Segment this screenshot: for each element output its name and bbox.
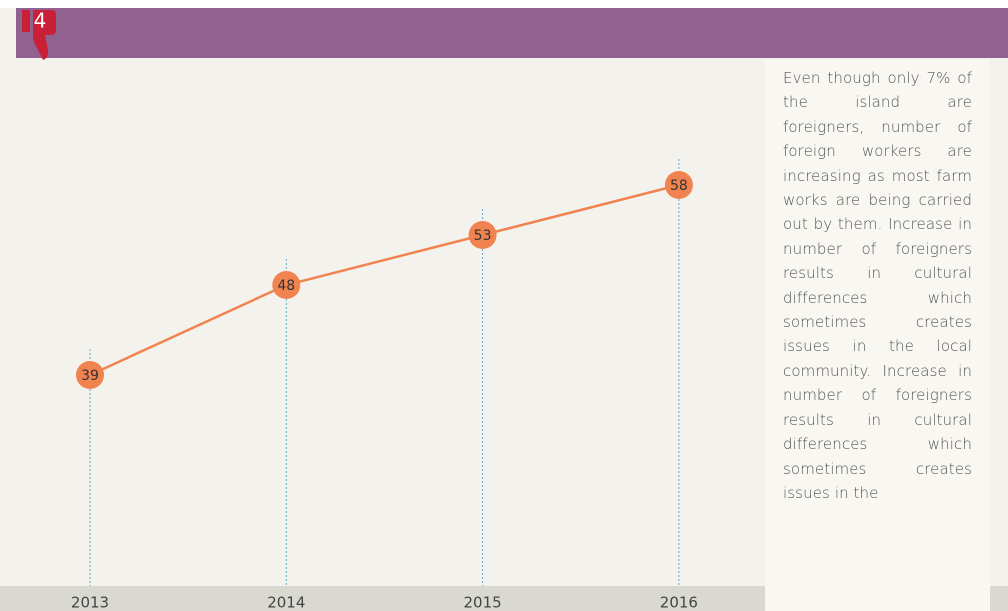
text-panel: Even though only 7% of the island are fo… <box>765 60 990 611</box>
data-line <box>89 183 680 377</box>
description: Even though only 7% of the island are fo… <box>783 69 972 502</box>
data-label: 58 <box>670 178 688 194</box>
data-point <box>272 271 301 299</box>
data-point <box>468 221 497 249</box>
data-point <box>76 361 104 389</box>
x-tick-label: 2015 <box>464 594 502 611</box>
header-number: 4 <box>34 9 47 33</box>
data-label: 53 <box>474 228 492 244</box>
data-label: 39 <box>81 368 99 384</box>
x-tick-label: 2016 <box>660 594 698 611</box>
thumbs-down-icon <box>22 10 56 60</box>
data-point <box>664 171 693 199</box>
x-tick-label: 2014 <box>267 594 305 611</box>
x-tick-label: 2013 <box>71 594 109 611</box>
top-margin <box>0 0 1008 8</box>
data-label: 48 <box>277 278 295 294</box>
header-bar <box>16 8 1008 58</box>
